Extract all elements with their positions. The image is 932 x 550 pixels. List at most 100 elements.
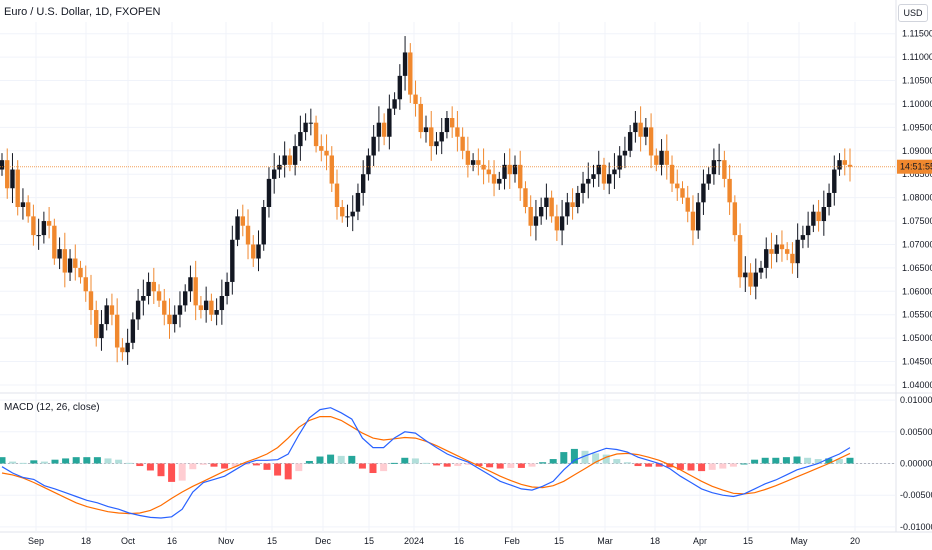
- macd-histogram-bar: [539, 462, 547, 464]
- candle-up: [774, 244, 779, 254]
- currency-button[interactable]: USD: [898, 4, 928, 22]
- candle-down: [151, 281, 157, 292]
- candle-up: [821, 207, 827, 222]
- current-price-marker: [897, 159, 932, 174]
- macd-histogram-bar: [634, 463, 642, 467]
- macd-histogram-bar: [104, 458, 112, 464]
- candle-up: [188, 277, 193, 292]
- macd-histogram-bar: [528, 463, 536, 467]
- macd-histogram-bar: [581, 450, 589, 464]
- macd-line: [1, 407, 851, 519]
- time-tick-label: 15: [743, 536, 753, 546]
- macd-histogram-bar: [835, 459, 843, 464]
- candle-up: [219, 295, 225, 311]
- candle-up: [743, 272, 748, 278]
- candle-down: [94, 310, 99, 339]
- candle-up: [659, 150, 664, 165]
- price-tick-label: 1.11500: [902, 29, 932, 39]
- candle-down: [31, 216, 36, 236]
- candle-up: [758, 267, 764, 273]
- candle-down: [162, 300, 167, 315]
- candle-down: [167, 314, 172, 325]
- macd-tick-label: -0.00500: [900, 490, 932, 500]
- macd-histogram-bar: [560, 452, 568, 464]
- macd-histogram-bar: [570, 448, 578, 464]
- macd-histogram-bar: [645, 463, 653, 467]
- price-tick-label: 1.04000: [902, 380, 932, 390]
- macd-histogram-bar: [401, 457, 409, 464]
- candle-up: [135, 300, 141, 320]
- macd-histogram-bar: [433, 463, 441, 466]
- macd-histogram-bar: [51, 459, 59, 464]
- candle-up: [345, 216, 350, 218]
- candle-up: [224, 281, 230, 296]
- time-tick-label: Apr: [693, 536, 707, 546]
- candle-down: [727, 178, 732, 203]
- candle-down: [408, 52, 413, 95]
- candle-up: [350, 211, 355, 217]
- candle-up: [497, 178, 502, 184]
- macd-histogram-bar: [295, 463, 303, 472]
- price-tick-label: 1.05500: [902, 310, 932, 320]
- candle-up: [292, 146, 298, 165]
- macd-histogram-bar: [814, 459, 822, 464]
- candle-up: [282, 155, 287, 165]
- macd-histogram-bar: [676, 463, 684, 470]
- candle-up: [596, 164, 601, 175]
- candle-down: [685, 197, 690, 212]
- macd-histogram-bar: [72, 457, 80, 464]
- candle-up: [256, 244, 261, 259]
- candle-up: [559, 216, 565, 231]
- macd-histogram-bar: [825, 458, 833, 464]
- macd-histogram-bar: [517, 463, 525, 468]
- candle-up: [402, 52, 408, 76]
- candle-down: [847, 164, 853, 167]
- candle-down: [88, 291, 94, 311]
- candle-up: [627, 132, 633, 151]
- candle-up: [36, 235, 41, 237]
- candle-down: [690, 211, 696, 231]
- candle-up: [423, 127, 429, 133]
- candle-up: [99, 324, 104, 339]
- candle-up: [832, 169, 837, 193]
- time-tick-label: Sep: [28, 536, 44, 546]
- candle-down: [523, 188, 528, 207]
- time-tick-label: May: [790, 536, 808, 546]
- candle-up: [298, 132, 303, 147]
- macd-histogram-bar: [337, 455, 345, 464]
- candle-down: [842, 160, 847, 165]
- candle-up: [130, 319, 136, 343]
- candle-up: [67, 258, 73, 273]
- macd-histogram-bar: [115, 459, 123, 464]
- macd-histogram-bar: [369, 463, 377, 474]
- price-tick-label: 1.11000: [902, 52, 932, 62]
- candle-up: [214, 310, 219, 315]
- candle-down: [460, 136, 465, 151]
- macd-histogram-bar: [305, 460, 313, 464]
- candle-down: [25, 202, 31, 217]
- candle-down: [62, 249, 68, 273]
- candle-up: [10, 169, 15, 189]
- candle-up: [706, 174, 711, 184]
- macd-histogram-bar: [592, 453, 600, 464]
- candle-up: [837, 160, 842, 170]
- candle-down: [83, 277, 88, 292]
- macd-histogram-bar: [602, 454, 610, 464]
- macd-histogram-bar: [316, 456, 324, 464]
- candle-up: [41, 221, 47, 236]
- macd-histogram-bar: [422, 462, 430, 464]
- candle-up: [612, 169, 617, 175]
- time-tick-label: 16: [167, 536, 177, 546]
- time-tick-label: Feb: [504, 536, 520, 546]
- time-tick-label: 20: [850, 536, 860, 546]
- candle-up: [355, 192, 361, 212]
- candle-down: [251, 244, 256, 259]
- macd-indicator-label[interactable]: MACD (12, 26, close): [4, 402, 100, 413]
- candle-down: [340, 207, 345, 217]
- candle-down: [654, 155, 659, 165]
- candle-down: [491, 174, 497, 184]
- time-tick-label: 2024: [404, 536, 424, 546]
- candle-up: [607, 174, 612, 184]
- candle-up: [366, 155, 371, 175]
